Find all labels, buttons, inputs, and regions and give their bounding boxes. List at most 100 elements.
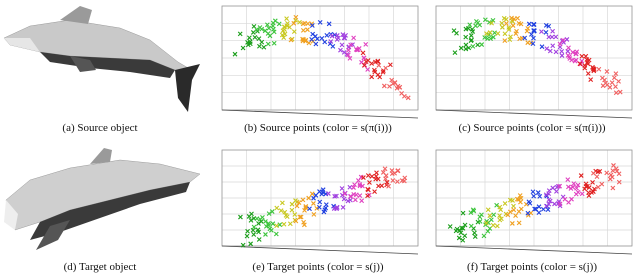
point-marker [301,219,306,225]
plot-e [221,149,419,255]
point-marker [381,83,387,89]
point-marker [256,237,262,242]
point-marker [357,193,363,199]
point-marker [276,21,282,27]
point-marker [526,21,532,27]
point-marker [499,20,505,26]
point-marker [271,29,277,35]
axes-frame [221,149,419,247]
point-marker [518,206,524,212]
point-marker [472,234,478,240]
plot-b [221,5,419,119]
point-marker [341,50,347,55]
point-marker [532,28,537,34]
point-marker [317,199,323,205]
point-marker [516,20,522,26]
point-marker [562,196,568,202]
point-marker [284,214,290,220]
point-marker [578,173,584,178]
point-marker [463,34,469,40]
point-marker [536,204,542,210]
point-marker [616,179,622,185]
point-marker [401,178,407,184]
point-marker [590,180,595,185]
point-marker [531,22,536,28]
point-marker [498,207,504,213]
point-marker [352,182,357,188]
point-marker [271,40,277,46]
point-marker [467,22,473,28]
point-marker [502,31,508,37]
point-marker [392,80,398,86]
point-marker [490,34,496,40]
point-marker [499,24,505,30]
source-dolphin [3,6,200,112]
point-marker [300,197,306,203]
point-marker [251,232,257,237]
point-marker [608,172,614,178]
plot-c [435,5,633,119]
axes-grid [435,149,633,247]
point-marker [374,170,379,176]
point-marker [288,37,294,43]
axis [435,245,633,255]
point-marker [518,195,524,201]
point-marker [454,30,459,36]
point-marker [319,191,325,197]
point-marker [348,42,354,48]
point-marker [246,35,252,41]
point-marker [249,211,254,217]
point-marker [613,84,618,90]
point-marker [554,184,560,190]
point-marker [250,227,256,233]
point-marker [482,17,488,23]
point-marker [316,204,322,210]
point-marker [347,55,353,61]
point-marker [257,43,262,49]
point-marker [595,169,601,175]
point-marker [532,206,537,212]
point-marker [545,207,551,213]
point-marker [516,220,522,226]
point-marker [579,58,585,64]
point-marker [379,183,385,189]
point-marker [372,189,377,194]
point-marker [590,65,596,71]
point-marker [360,50,366,56]
point-marker [530,41,536,47]
point-marker [263,232,268,237]
point-marker [375,72,381,78]
point-marker [566,184,571,190]
axis [221,245,419,255]
point-marker [334,205,340,210]
point-marker [610,168,616,174]
point-marker [329,33,335,39]
point-marker [513,31,519,37]
point-marker [245,228,250,234]
point-marker [525,210,531,216]
point-marker [279,200,285,206]
point-marker [397,84,403,90]
point-marker [531,193,537,199]
point-marker [343,32,348,38]
point-marker [557,183,563,189]
point-marker [613,90,619,96]
point-marker [552,201,557,207]
point-marker [537,193,543,199]
point-marker [317,20,323,25]
plot-f [435,149,633,255]
point-marker [405,95,411,101]
point-marker [560,37,566,43]
point-marker [584,57,590,62]
point-marker [507,197,513,203]
point-marker [470,207,476,213]
point-marker [596,66,602,72]
point-marker [595,184,601,190]
point-marker [530,189,536,195]
point-marker [376,62,382,68]
point-marker [460,225,466,231]
point-marker [454,226,460,232]
point-marker [468,223,474,229]
point-marker [497,204,503,210]
